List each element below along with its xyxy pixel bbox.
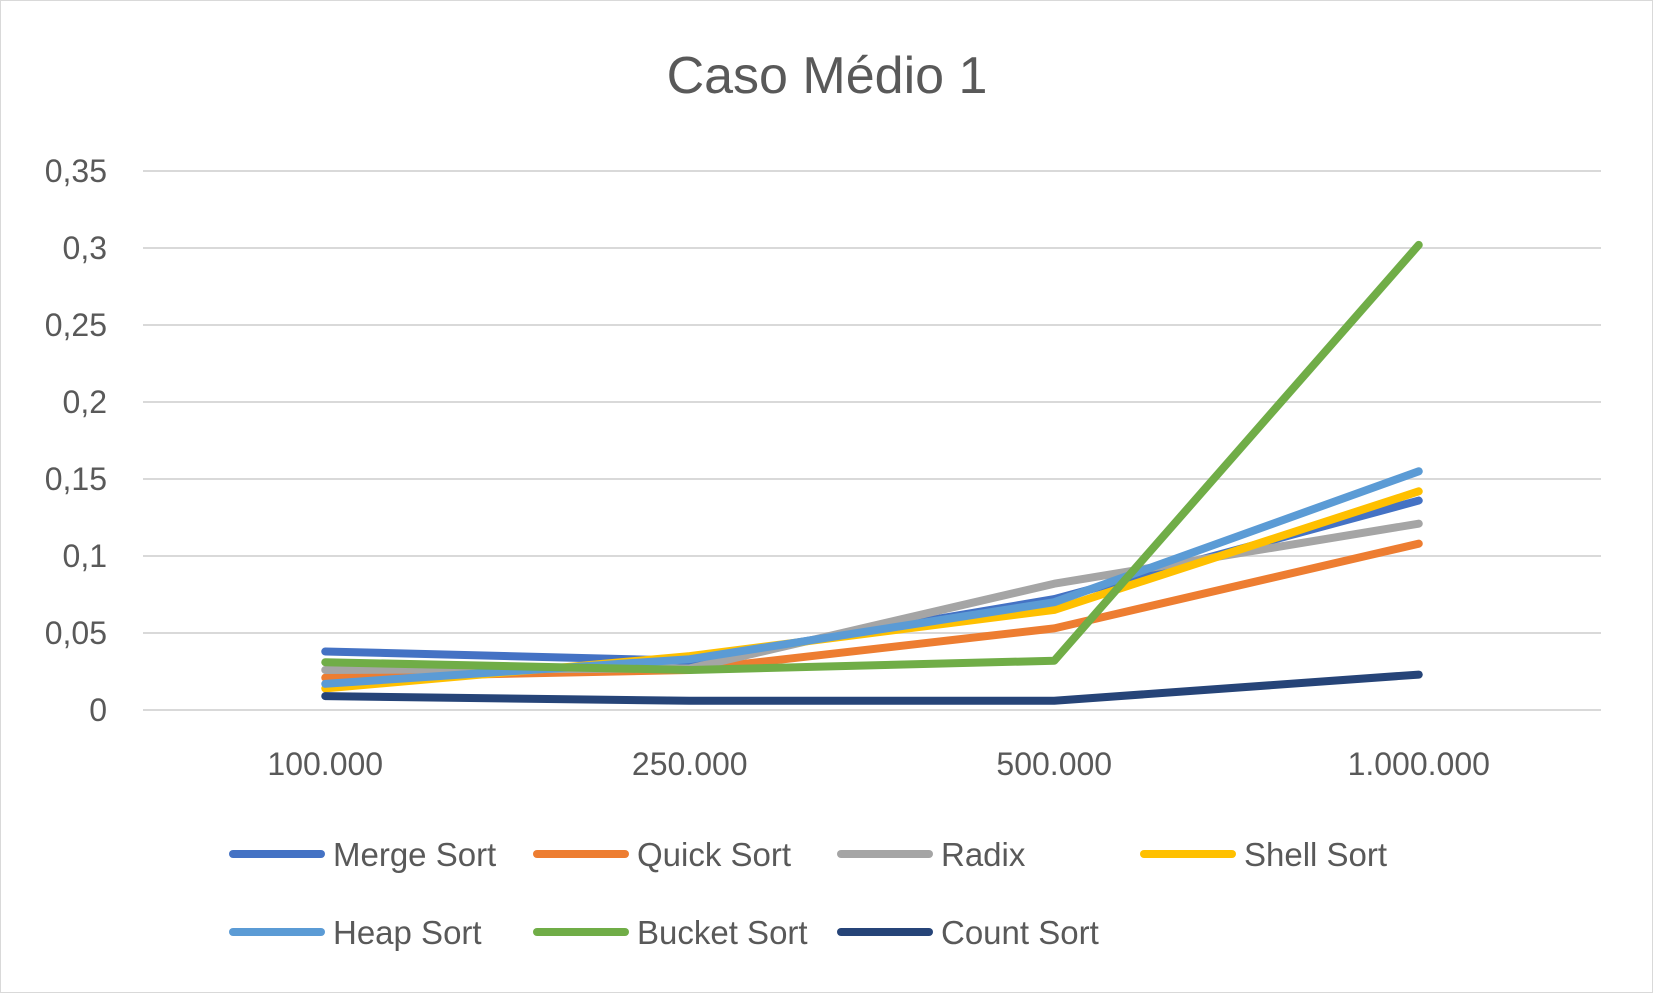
series-line-6 bbox=[321, 670, 1423, 705]
y-tick-label: 0,3 bbox=[63, 230, 107, 266]
series-line-4 bbox=[321, 467, 1423, 688]
legend-label: Shell Sort bbox=[1244, 836, 1387, 873]
y-tick-label: 0,1 bbox=[63, 538, 107, 574]
x-tick-label: 500.000 bbox=[996, 746, 1112, 782]
legend-label: Heap Sort bbox=[333, 914, 482, 951]
y-tick-label: 0,2 bbox=[63, 384, 107, 420]
x-tick-label: 100.000 bbox=[267, 746, 383, 782]
x-tick-label: 250.000 bbox=[632, 746, 748, 782]
y-tick-label: 0,15 bbox=[45, 461, 107, 497]
y-tick-label: 0,35 bbox=[45, 153, 107, 189]
y-axis-ticks: 0 0,05 0,1 0,15 0,2 0,25 0,3 0,35 bbox=[45, 153, 107, 728]
chart-title: Caso Médio 1 bbox=[667, 47, 988, 105]
gridlines bbox=[143, 170, 1601, 711]
legend-label: Merge Sort bbox=[333, 836, 496, 873]
x-axis-ticks: 100.000 250.000 500.000 1.000.000 bbox=[267, 746, 1490, 782]
series-lines bbox=[321, 240, 1423, 705]
y-tick-label: 0,25 bbox=[45, 307, 107, 343]
y-tick-label: 0,05 bbox=[45, 615, 107, 651]
legend-label: Radix bbox=[941, 836, 1026, 873]
x-tick-label: 1.000.000 bbox=[1348, 746, 1490, 782]
series-line-5 bbox=[321, 240, 1423, 674]
legend: Merge Sort Quick Sort Radix Shell Sort Heap … bbox=[229, 836, 1387, 951]
legend-label: Quick Sort bbox=[637, 836, 791, 873]
legend-label: Count Sort bbox=[941, 914, 1099, 951]
legend-label: Bucket Sort bbox=[637, 914, 808, 951]
y-tick-label: 0 bbox=[89, 692, 107, 728]
